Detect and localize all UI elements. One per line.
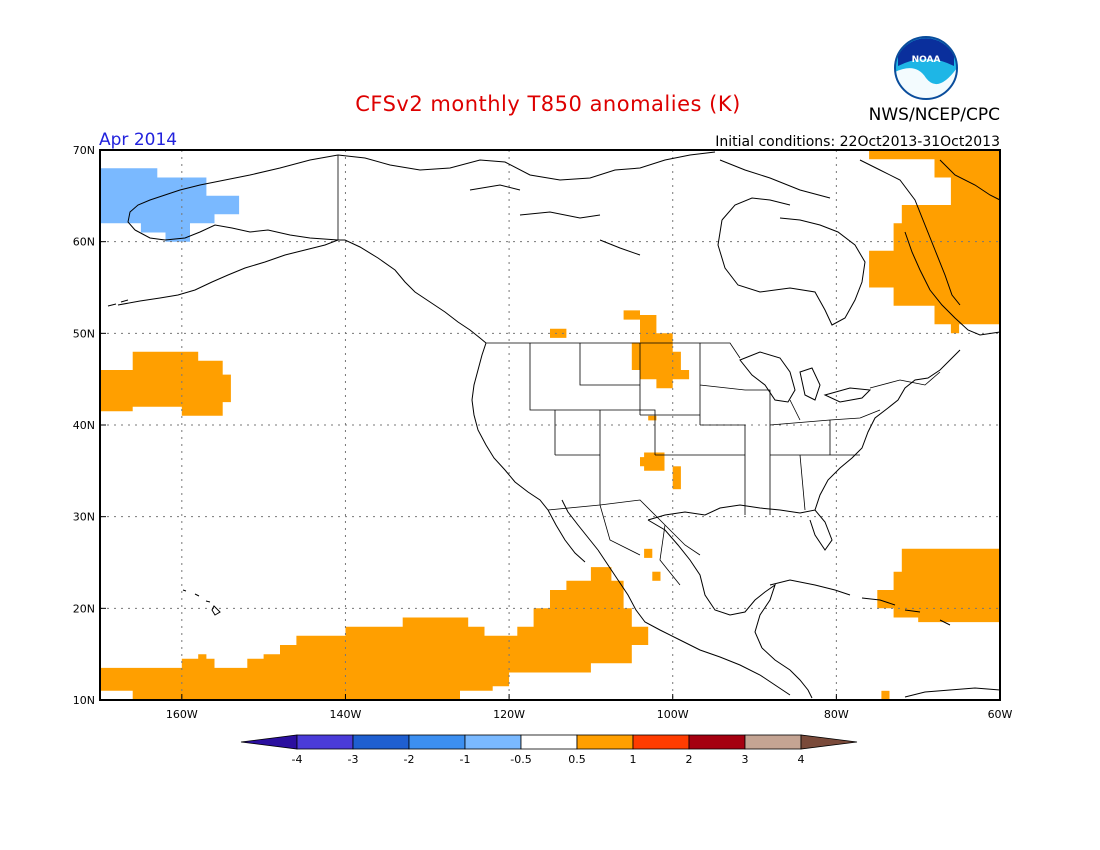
colorbar-label: -3 [348,753,359,766]
anomaly-region-kansas-warm-speck [648,415,657,421]
us-mexico-border [547,499,701,556]
gulf-of-mexico-coast [647,504,833,649]
lat-tick-label: 50N [73,327,95,340]
map-plot-area: 160W 140W 120W 100W 80W 60W 10N 20N 30N 40N 50N 60N… [73,144,1013,721]
labrador-coast [904,231,1001,336]
axis-ticks: 160W 140W 120W 100W 80W 60W 10N 20N 30N 40N 50N 60N… [73,144,1013,721]
colorbar-label: 4 [798,753,805,766]
south-america-coast [904,687,1001,698]
anomaly-region-mexico-warm-specks [644,548,653,558]
anomaly-region-gulf-of-alaska-warm-speck [550,328,567,338]
colorbar-high-arrow [800,734,858,750]
colorbar-box [464,734,522,750]
colorbar-box [408,734,466,750]
colorbar-box [520,734,578,750]
greenland-coast [859,159,1001,306]
anomaly-region-pacific-tropical-warm [100,567,649,700]
colorbar-legend: -4 -3 -2 -1 -0.5 0.5 1 2 3 4 [240,734,858,766]
anomaly-region-caribbean-warm-speck [881,690,890,700]
lat-tick-label: 40N [73,419,95,432]
noaa-logo-text: NOAA [912,55,941,65]
lat-tick-label: 30N [73,511,95,524]
aleutian-islands [107,299,129,307]
us-state-lines [529,343,881,515]
colorbar-box [352,734,410,750]
anomaly-region-texas-warm-speck [672,466,681,490]
noaa-logo: NOAA [894,36,958,102]
colorbar-box [688,734,746,750]
colorbar-label: 3 [742,753,749,766]
colorbar-box [632,734,690,750]
anomaly-region-alaska-west-cold [100,168,240,242]
mexico-west-coast [597,549,791,696]
alaska-coastline [117,154,487,344]
colorbar-box [744,734,802,750]
map-title: CFSv2 monthly T850 anomalies (K) [355,92,741,116]
colorbar-box [576,734,634,750]
central-america-coast [761,647,813,699]
great-lakes [739,351,872,403]
lon-tick-label: 60W [988,708,1013,721]
lon-tick-label: 140W [330,708,362,721]
colorbar-label: -1 [460,753,471,766]
anomaly-region-mexico-warm-specks-2 [652,571,661,581]
agency-label: NWS/NCEP/CPC [869,105,1000,125]
lon-tick-label: 100W [657,708,689,721]
lat-tick-label: 10N [73,694,95,707]
lat-tick-label: 20N [73,602,95,615]
anomaly-region-pacific-midlat-warm [100,351,231,416]
anomaly-region-atlantic-subtropical-warm [877,548,1000,623]
hawaii-islands [182,589,221,616]
valid-month-label: Apr 2014 [99,130,177,150]
lon-tick-label: 160W [166,708,198,721]
colorbar-box [296,734,354,750]
lat-tick-label: 70N [73,144,95,157]
lat-tick-label: 60N [73,236,95,249]
hudson-bay-coast [717,197,866,326]
colorbar-label: 1 [630,753,637,766]
lon-tick-label: 80W [824,708,849,721]
colorbar-label: 0.5 [568,753,586,766]
lon-tick-label: 120W [493,708,525,721]
initial-conditions-label: Initial conditions: 22Oct2013-31Oct2013 [715,134,1000,150]
colorbar-label: -0.5 [510,753,531,766]
us-east-coast [814,349,961,511]
mexico-state-lines [599,504,681,586]
colorbar-low-arrow [240,734,298,750]
colorbar-label: -2 [404,753,415,766]
canada-arctic-coast [337,151,831,256]
colorbar-label: -4 [292,753,303,766]
political-boundaries [337,155,941,586]
caribbean-islands [769,579,951,626]
colorbar-label: 2 [686,753,693,766]
anomaly-region-southern-plains-warm [640,452,665,471]
pacific-northwest-coast [471,342,549,511]
